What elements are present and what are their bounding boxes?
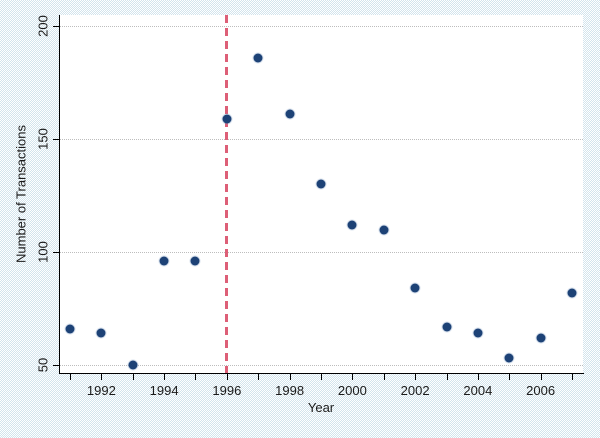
x-tick-1997 bbox=[258, 374, 260, 380]
x-tick-1993 bbox=[132, 374, 134, 380]
data-point-2007 bbox=[567, 288, 577, 298]
y-tick-100 bbox=[53, 252, 59, 254]
data-point-2005 bbox=[504, 353, 514, 363]
x-tick-label-1992: 1992 bbox=[86, 383, 116, 398]
y-tick-label-100: 100 bbox=[35, 241, 51, 264]
data-point-1996 bbox=[222, 114, 232, 124]
x-tick-1998 bbox=[289, 374, 291, 380]
y-tick-200 bbox=[53, 26, 59, 28]
x-tick-2006 bbox=[540, 374, 542, 380]
gridline-y-200 bbox=[60, 26, 583, 28]
y-tick-150 bbox=[53, 139, 59, 141]
x-tick-label-1998: 1998 bbox=[275, 383, 305, 398]
gridline-y-50 bbox=[60, 365, 583, 367]
data-point-2006 bbox=[536, 333, 546, 343]
x-tick-2000 bbox=[352, 374, 354, 380]
x-tick-2003 bbox=[446, 374, 448, 380]
x-tick-label-2004: 2004 bbox=[463, 383, 493, 398]
data-point-2002 bbox=[410, 283, 420, 293]
x-tick-2002 bbox=[415, 374, 417, 380]
x-tick-2005 bbox=[509, 374, 511, 380]
x-axis-line bbox=[59, 373, 584, 374]
y-tick-label-200: 200 bbox=[35, 15, 51, 38]
x-tick-1991 bbox=[69, 374, 71, 380]
data-point-2000 bbox=[347, 220, 357, 230]
x-tick-1996 bbox=[226, 374, 228, 380]
data-point-1997 bbox=[253, 53, 263, 63]
data-point-2004 bbox=[473, 328, 483, 338]
data-point-1993 bbox=[128, 360, 138, 370]
y-axis-line bbox=[59, 15, 60, 374]
x-tick-1995 bbox=[195, 374, 197, 380]
x-tick-1994 bbox=[164, 374, 166, 380]
x-tick-2001 bbox=[383, 374, 385, 380]
data-point-1995 bbox=[190, 256, 200, 266]
gridline-y-150 bbox=[60, 139, 583, 141]
data-point-1991 bbox=[65, 324, 75, 334]
data-point-2001 bbox=[379, 225, 389, 235]
y-tick-50 bbox=[53, 365, 59, 367]
data-point-1999 bbox=[316, 179, 326, 189]
x-tick-label-2006: 2006 bbox=[526, 383, 556, 398]
x-tick-label-1994: 1994 bbox=[149, 383, 179, 398]
x-tick-label-2002: 2002 bbox=[400, 383, 430, 398]
x-axis-title: Year bbox=[307, 400, 335, 415]
reference-line-1996 bbox=[225, 15, 229, 373]
x-tick-1992 bbox=[101, 374, 103, 380]
data-point-1998 bbox=[285, 109, 295, 119]
y-tick-label-50: 50 bbox=[35, 357, 51, 373]
data-point-2003 bbox=[442, 322, 451, 332]
x-tick-label-1996: 1996 bbox=[212, 383, 242, 398]
data-point-1994 bbox=[159, 256, 169, 266]
gridline-y-100 bbox=[60, 252, 583, 254]
y-axis-title: Number of Transactions bbox=[13, 124, 29, 264]
plot-area bbox=[59, 15, 583, 373]
x-tick-label-2000: 2000 bbox=[337, 383, 367, 398]
y-tick-label-150: 150 bbox=[35, 128, 51, 151]
data-point-1992 bbox=[96, 328, 106, 338]
x-tick-2004 bbox=[477, 374, 479, 380]
x-tick-1999 bbox=[321, 374, 322, 380]
x-tick-2007 bbox=[572, 374, 574, 380]
